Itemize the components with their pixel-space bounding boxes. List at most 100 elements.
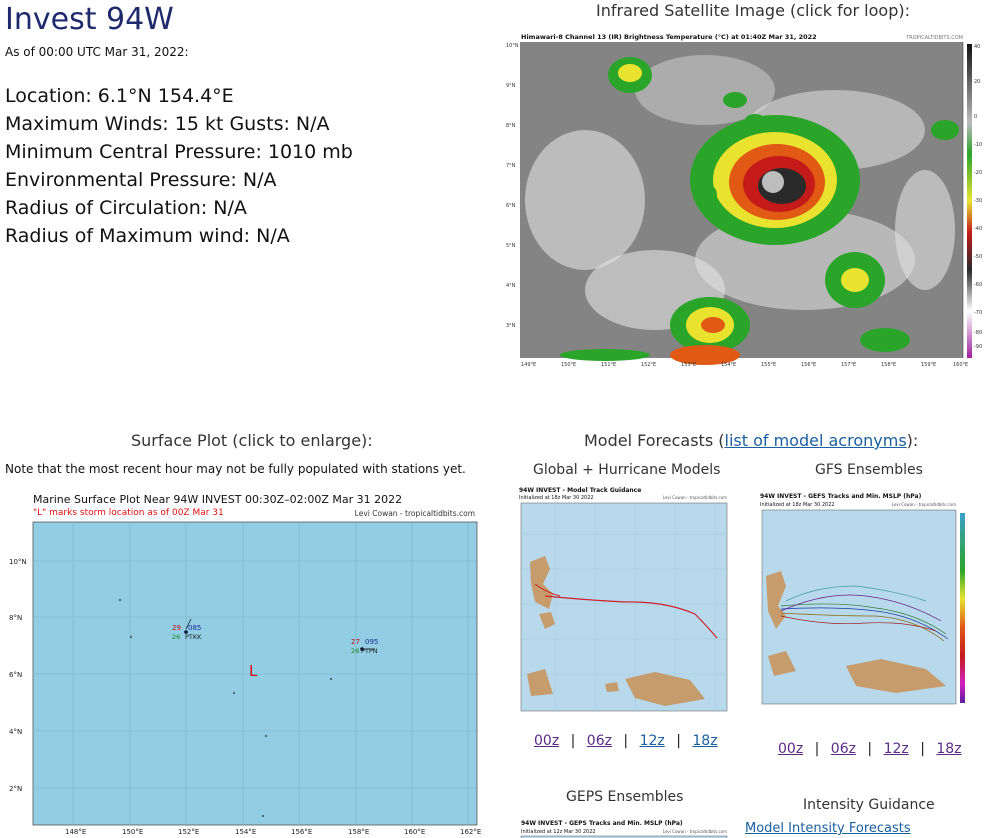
geps-img-title: 94W INVEST - GEPS Tracks and Min. MSLP (…	[521, 820, 683, 827]
sat-lon-label: 150°E	[561, 362, 576, 368]
surface-plot-link[interactable]: Marine Surface Plot Near 94W INVEST 00:3…	[5, 490, 483, 838]
run-separator: |	[867, 741, 873, 757]
run-separator: |	[676, 733, 681, 749]
satellite-image-link[interactable]: Himawari-8 Channel 13 (IR) Brightness Te…	[505, 30, 977, 372]
gfs-img-credit: Levi Cowan - tropicaltidbits.com	[892, 502, 956, 507]
station-temp: 27	[351, 638, 360, 646]
radius-circulation-stat: Radius of Circulation: N/A	[5, 197, 247, 219]
global-run-12z-link[interactable]: 12z	[639, 733, 665, 749]
station-temp: 29	[172, 624, 181, 632]
global-run-18z-link[interactable]: 18z	[692, 733, 718, 749]
sat-lat-label: 5°N	[506, 243, 516, 249]
station-pressure: 095	[365, 638, 378, 646]
satellite-heading: Infrared Satellite Image (click for loop…	[596, 1, 910, 20]
colorbar-label: -30	[974, 198, 983, 204]
surface-lat-label: 4°N	[9, 728, 22, 736]
sat-lon-label: 152°E	[641, 362, 656, 368]
gfs-run-00z-link[interactable]: 00z	[778, 741, 804, 757]
global-models-image-link[interactable]: 94W INVEST - Model Track Guidance Initia…	[505, 484, 731, 724]
gfs-run-18z-link[interactable]: 18z	[936, 741, 962, 757]
sat-lon-label: 159°E	[921, 362, 936, 368]
global-run-00z-link[interactable]: 00z	[534, 733, 560, 749]
station-pressure: 085	[188, 624, 201, 632]
station-id: PTPN	[361, 647, 378, 655]
station-dewpoint: 26	[172, 633, 180, 641]
station-id: PTKK	[185, 633, 202, 641]
surface-lon-label: 156°E	[291, 828, 312, 836]
model-intensity-forecasts-link[interactable]: Model Intensity Forecasts	[745, 821, 911, 836]
geps-img-credit: Levi Cowan - tropicaltidbits.com	[663, 829, 727, 834]
satellite-colorbar	[967, 44, 972, 358]
gfs-run-12z-link[interactable]: 12z	[883, 741, 909, 757]
colorbar-label: -60	[974, 282, 983, 288]
global-models-img-sub: Initialized at 18z Mar 30 2022	[519, 495, 594, 501]
surface-lon-label: 160°E	[404, 828, 425, 836]
global-models-img-title: 94W INVEST - Model Track Guidance	[519, 487, 641, 494]
surface-lon-label: 150°E	[122, 828, 143, 836]
run-separator: |	[570, 733, 576, 749]
sat-lon-label: 155°E	[761, 362, 776, 368]
model-heading-suffix: ):	[906, 431, 919, 450]
global-run-links: 00z | 06z | 12z | 18z	[534, 733, 718, 749]
radius-max-wind-stat: Radius of Maximum wind: N/A	[5, 225, 290, 247]
sat-lat-label: 8°N	[506, 123, 516, 129]
sat-lat-label: 4°N	[506, 283, 516, 289]
satellite-credit: TROPICALTIDBITS.COM	[905, 35, 963, 41]
surface-lon-label: 154°E	[235, 828, 256, 836]
location-stat: Location: 6.1°N 154.4°E	[5, 85, 234, 107]
global-models-title: Global + Hurricane Models	[533, 462, 721, 478]
surface-lat-label: 2°N	[9, 785, 22, 793]
surface-plot-subtitle: "L" marks storm location as of 00Z Mar 3…	[33, 508, 224, 518]
surface-lon-label: 158°E	[348, 828, 369, 836]
sat-lon-label: 157°E	[841, 362, 856, 368]
surface-plot-image: Marine Surface Plot Near 94W INVEST 00:3…	[9, 493, 481, 836]
geps-ensembles-image-link[interactable]: 94W INVEST - GEPS Tracks and Min. MSLP (…	[505, 816, 731, 838]
gfs-img-sub: Initialized at 18z Mar 30 2022	[760, 502, 835, 508]
run-separator: |	[814, 741, 820, 757]
model-heading-prefix: Model Forecasts (	[584, 431, 725, 450]
surface-plot-note: Note that the most recent hour may not b…	[5, 462, 466, 476]
colorbar-label: -70	[974, 310, 983, 316]
gfs-run-06z-link[interactable]: 06z	[830, 741, 856, 757]
colorbar-label: 0	[974, 114, 978, 120]
intensity-guidance-title: Intensity Guidance	[803, 797, 935, 813]
satellite-image: Himawari-8 Channel 13 (IR) Brightness Te…	[505, 30, 977, 372]
station-ptpn: 27 095 26 PTPN	[351, 638, 378, 655]
surface-lat-label: 8°N	[9, 614, 22, 622]
surface-lat-label: 10°N	[9, 558, 27, 566]
sat-lat-label: 10°N	[506, 43, 519, 49]
max-winds-stat: Maximum Winds: 15 kt Gusts: N/A	[5, 113, 330, 135]
surface-plot-heading: Surface Plot (click to enlarge):	[131, 431, 373, 450]
global-models-image: 94W INVEST - Model Track Guidance Initia…	[519, 487, 728, 712]
sat-lon-label: 158°E	[881, 362, 896, 368]
sat-lon-label: 160°E	[953, 362, 968, 368]
gfs-colorbar	[960, 513, 965, 703]
model-acronyms-link[interactable]: list of model acronyms	[724, 431, 907, 450]
model-forecasts-heading: Model Forecasts (list of model acronyms)…	[584, 431, 918, 450]
satellite-colorbar-labels: 40 20 0 -10 -20 -30 -40 -50 -60 -70 -80 …	[974, 44, 1002, 364]
storm-location-marker: L	[249, 662, 258, 680]
colorbar-label: 40	[974, 44, 981, 50]
sat-lon-label: 153°E	[681, 362, 696, 368]
station-ptkk: 29 085 26 PTKK	[172, 618, 202, 641]
sat-lat-label: 7°N	[506, 163, 516, 169]
gfs-img-title: 94W INVEST - GEFS Tracks and Min. MSLP (…	[760, 493, 922, 500]
geps-ensembles-image: 94W INVEST - GEPS Tracks and Min. MSLP (…	[520, 820, 728, 838]
sat-lon-label: 154°E	[721, 362, 736, 368]
sat-lat-label: 3°N	[506, 323, 516, 329]
surface-lon-label: 152°E	[178, 828, 199, 836]
sat-lat-label: 9°N	[506, 83, 516, 89]
run-separator: |	[623, 733, 629, 749]
run-separator: |	[920, 741, 925, 757]
geps-img-sub: Initialized at 12z Mar 30 2022	[521, 829, 596, 835]
env-pressure-stat: Environmental Pressure: N/A	[5, 169, 277, 191]
colorbar-label: 20	[974, 79, 981, 85]
colorbar-label: -40	[974, 226, 983, 232]
surface-lon-label: 162°E	[460, 828, 481, 836]
sat-lon-label: 151°E	[601, 362, 616, 368]
colorbar-label: -50	[974, 254, 983, 260]
geps-ensembles-title: GEPS Ensembles	[566, 789, 684, 805]
colorbar-label: -80	[974, 330, 983, 336]
global-run-06z-link[interactable]: 06z	[586, 733, 612, 749]
gfs-ensembles-image-link[interactable]: 94W INVEST - GEFS Tracks and Min. MSLP (…	[756, 491, 968, 713]
